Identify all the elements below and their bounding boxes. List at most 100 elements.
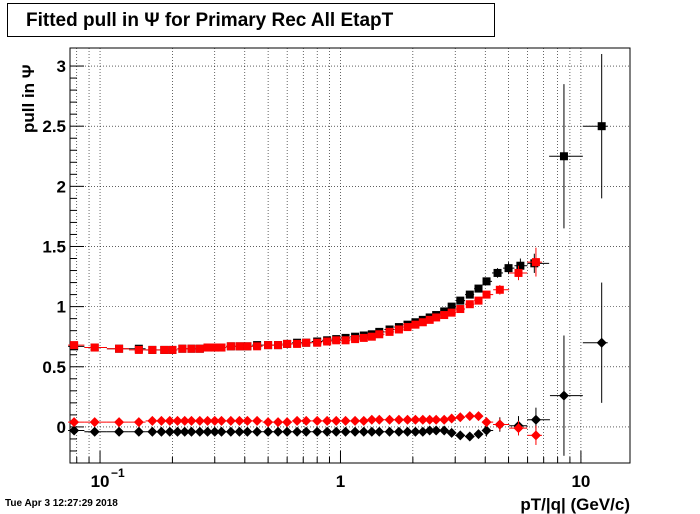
plot-marks [68,54,608,456]
y-tick-label: 3 [57,57,66,76]
data-point-square [203,343,212,352]
data-point-diamond [179,426,190,437]
data-point-square [195,344,204,353]
data-point-diamond [312,415,323,426]
data-point-diamond [209,426,220,437]
y-tick-label: 0 [57,418,66,437]
data-point-diamond [172,426,183,437]
data-point-diamond [464,431,475,442]
data-point-diamond [263,417,274,428]
data-point-diamond [530,430,541,441]
data-point-diamond [263,426,274,437]
data-point-diamond [282,426,293,437]
data-point-diamond [417,426,428,437]
data-point-square [226,342,235,351]
data-point-square [90,343,99,352]
data-point-diamond [234,426,245,437]
data-point-square [341,336,350,345]
data-point-square [597,122,606,131]
data-point-diamond [202,415,213,426]
data-point-diamond [473,411,484,422]
data-point-diamond [186,426,197,437]
data-point-diamond [216,426,227,437]
data-point-square [432,313,441,322]
data-point-diamond [481,425,492,436]
data-point-square [456,296,465,305]
data-point-diamond [340,415,351,426]
data-point-diamond [446,427,457,438]
data-point-square [293,339,302,348]
data-point-square [359,333,368,342]
data-point-diamond [216,415,227,426]
data-point-diamond [374,414,385,425]
data-point-square [243,342,252,351]
data-point-square [482,277,491,286]
data-point-diamond [114,417,125,428]
data-point-diamond [393,426,404,437]
data-point-diamond [481,417,492,428]
data-point-square [504,264,513,273]
data-point-square [210,343,219,352]
data-point-diamond [156,426,167,437]
data-point-diamond [431,425,442,436]
data-point-diamond [164,415,175,426]
data-point-square [323,337,332,346]
data-point-diamond [89,426,100,437]
y-tick-label: 0.5 [42,358,66,377]
data-point-diamond [301,415,312,426]
data-point-diamond [530,414,541,425]
data-point-square [411,320,420,329]
data-point-square [447,308,456,317]
data-point-diamond [446,413,457,424]
data-point-diamond [417,414,428,425]
data-point-square [516,261,525,270]
data-point-square [531,258,540,267]
data-point-diamond [350,415,361,426]
data-point-diamond [424,414,435,425]
plot-grid [70,48,630,463]
data-point-diamond [273,426,284,437]
data-point-diamond [194,426,205,437]
data-point-diamond [252,415,263,426]
data-point-diamond [350,426,361,437]
data-point-diamond [225,415,236,426]
data-point-diamond [366,426,377,437]
data-point-diamond [202,426,213,437]
data-point-diamond [242,415,253,426]
data-point-diamond [331,415,342,426]
data-point-diamond [393,414,404,425]
data-point-diamond [513,423,524,434]
data-point-square [313,338,322,347]
data-point-square [465,300,474,309]
data-point-diamond [164,426,175,437]
data-point-diamond [282,417,293,428]
data-point-diamond [331,426,342,437]
data-point-square [70,341,79,350]
data-point-square [474,296,483,305]
data-point-diamond [410,414,421,425]
data-point-square [474,284,483,293]
data-point-square [178,344,187,353]
data-point-square [217,343,226,352]
data-point-diamond [473,429,484,440]
data-point-diamond [242,426,253,437]
data-point-diamond [455,412,466,423]
x-axis-title: pT/|q| (GeV/c) [520,495,630,514]
data-point-diamond [292,415,303,426]
data-point-square [148,345,157,354]
data-point-diamond [301,426,312,437]
data-point-square [115,344,124,353]
data-point-square [160,345,169,354]
data-point-diamond [225,426,236,437]
data-point-diamond [156,415,167,426]
data-point-diamond [358,426,369,437]
chart-title: Fitted pull in Ψ for Primary Rec All Eta… [26,10,394,31]
x-tick-label-exponent: −1 [111,466,125,480]
data-point-diamond [172,415,183,426]
data-point-square [465,290,474,299]
data-point-square [351,335,360,344]
data-point-diamond [340,426,351,437]
data-point-diamond [252,426,263,437]
data-point-diamond [69,417,80,428]
